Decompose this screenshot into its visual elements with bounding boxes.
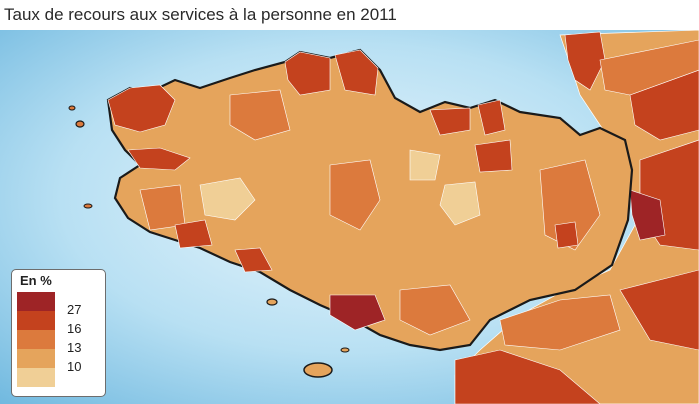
zone-high-saint-malo [477,99,506,136]
zone-mid-e [399,284,471,336]
zone-high-perros [334,49,379,96]
legend-swatch-4 [17,349,55,368]
island-belle-ile [303,362,333,378]
zone-high-quimper [174,219,213,249]
interior-low [199,177,256,221]
zone-high-vannes [329,294,386,331]
island-houat [340,347,350,353]
zone-high-crozon [127,147,191,171]
zone-high-rennes [554,221,579,249]
island-groix [266,298,278,306]
island-ouessant [75,120,85,128]
zone-high-saint-brieuc [429,107,471,136]
neighbour-high-south [454,349,601,404]
legend-title: En % [20,273,52,288]
legend-break-1: 27 [67,302,82,317]
zone-high-lorient [234,247,273,273]
zone-high-finistere-north [107,84,176,133]
interior-low2 [439,181,481,226]
neighbour-dark [629,189,666,241]
island-molene [68,105,76,111]
neighbour-mid2 [499,294,621,351]
legend-swatch-3 [17,330,55,349]
choropleth-map [0,30,699,404]
interior-low3 [409,149,441,181]
legend-break-2: 16 [67,321,82,336]
neighbour-mid [599,39,699,96]
legend-swatch-5 [17,368,55,387]
zone-high-tregor [284,51,331,96]
neighbour-high-north [564,31,606,91]
zone-mid-b [229,89,291,141]
legend-break-4: 10 [67,359,82,374]
island-sein [83,203,93,209]
legend-swatch-2 [17,311,55,330]
map-legend: En % 27 16 13 10 [11,269,106,397]
legend-swatch-1 [17,292,55,311]
legend-break-3: 13 [67,340,82,355]
zone-mid-c [539,159,601,251]
zone-high-dinan [474,139,513,173]
map-title: Taux de recours aux services à la person… [4,5,397,24]
neighbour-high-south2 [619,269,699,351]
zone-mid-a [329,159,381,231]
